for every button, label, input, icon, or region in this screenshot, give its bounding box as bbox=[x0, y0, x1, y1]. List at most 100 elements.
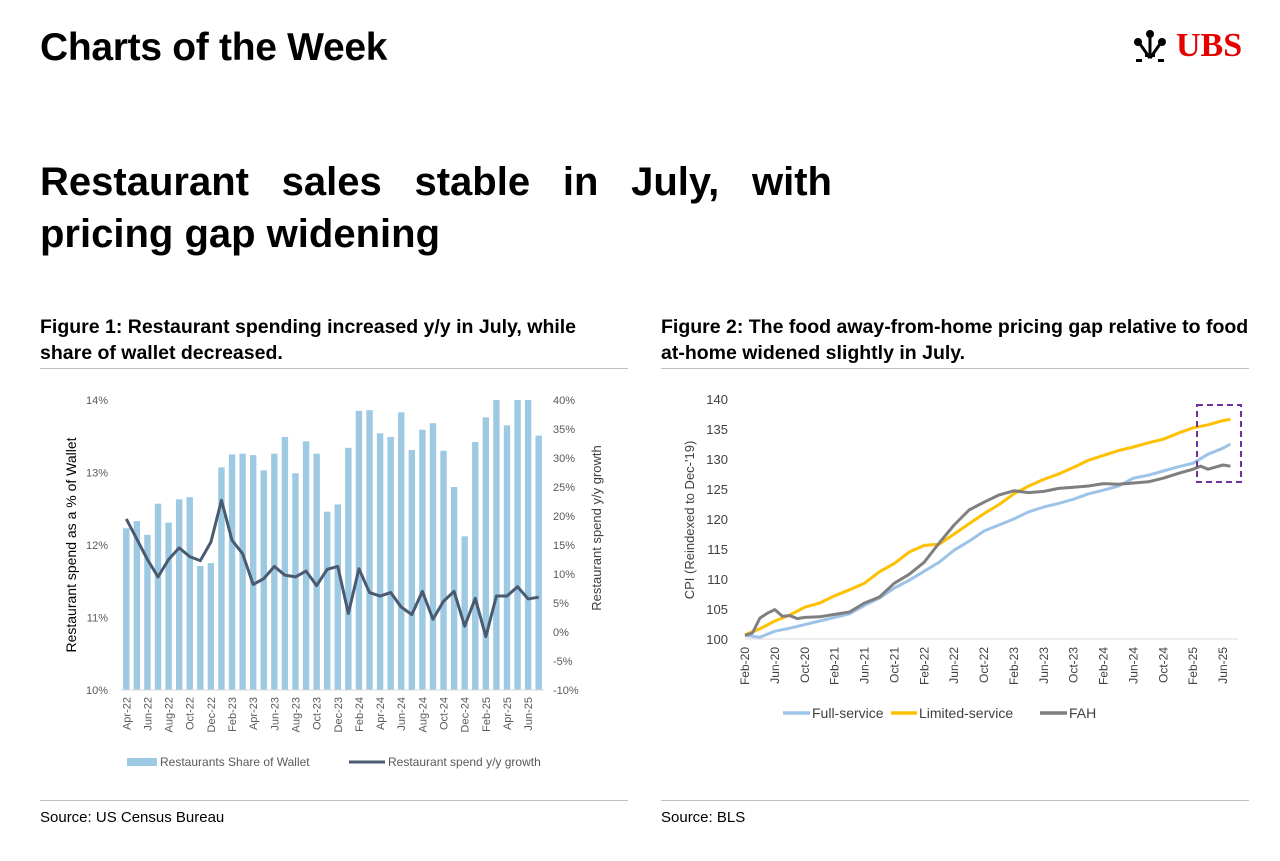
bar-May-24 bbox=[387, 436, 394, 690]
line-full-service bbox=[744, 442, 1232, 639]
figure1-source: Source: US Census Bureau bbox=[40, 809, 225, 826]
y-tick-label: 110 bbox=[707, 572, 728, 587]
legend-label: FAH bbox=[1069, 705, 1096, 721]
x-tick-label: Jun-22 bbox=[947, 647, 961, 684]
y-axis-title: CPI (Reindexed to Dec-'19) bbox=[682, 441, 697, 600]
x-tick-label: Aug-24 bbox=[417, 697, 429, 732]
bar-Apr-25 bbox=[503, 425, 511, 690]
bar-Feb-25 bbox=[482, 417, 490, 690]
headline: Restaurant sales stable in July, with pr… bbox=[40, 160, 832, 256]
x-tick-label: Dec-24 bbox=[460, 697, 472, 732]
x-tick-label: Oct-23 bbox=[312, 697, 324, 730]
x-tick-label: Oct-22 bbox=[977, 647, 991, 683]
y-tick-label: 14% bbox=[86, 395, 108, 407]
y2-tick-label: -10% bbox=[553, 685, 579, 697]
x-tick-label: Aug-22 bbox=[164, 697, 176, 732]
bar-Jun-22 bbox=[144, 534, 151, 690]
x-tick-label: Aug-23 bbox=[290, 697, 302, 732]
bar-Apr-22 bbox=[123, 528, 130, 690]
figure1-title: Figure 1: Restaurant spending increased … bbox=[40, 316, 577, 364]
y2-tick-label: 25% bbox=[553, 482, 575, 494]
x-tick-label: Feb-25 bbox=[1186, 647, 1200, 685]
divider bbox=[40, 800, 628, 801]
ubs-logo: UBS bbox=[1130, 26, 1242, 66]
bar-Nov-22 bbox=[197, 566, 204, 690]
y-tick-label: 105 bbox=[706, 602, 728, 617]
line-limited-service bbox=[744, 417, 1231, 637]
x-tick-label: Feb-24 bbox=[1097, 647, 1111, 685]
y2-tick-label: -5% bbox=[553, 656, 573, 668]
x-tick-label: Jun-20 bbox=[768, 647, 782, 684]
y-tick-label: 135 bbox=[706, 422, 728, 437]
bar-Aug-23 bbox=[292, 473, 299, 690]
bar-Jul-22 bbox=[154, 503, 162, 690]
bar-Apr-23 bbox=[249, 455, 257, 690]
y-tick-label: 125 bbox=[706, 482, 728, 497]
bar-Jul-24 bbox=[408, 450, 416, 690]
x-tick-label: Feb-23 bbox=[227, 697, 239, 732]
bar-Aug-22 bbox=[165, 522, 172, 690]
divider bbox=[661, 368, 1249, 369]
bar-Aug-24 bbox=[419, 429, 426, 690]
x-tick-label: Feb-22 bbox=[917, 647, 931, 685]
bar-May-22 bbox=[133, 521, 141, 690]
logo-text: UBS bbox=[1176, 27, 1243, 64]
growth-line bbox=[124, 498, 539, 639]
y-tick-label: 140 bbox=[706, 392, 728, 407]
bar-Nov-23 bbox=[324, 511, 331, 690]
bar-Jul-25 bbox=[535, 435, 542, 690]
y2-tick-label: 0% bbox=[553, 627, 569, 639]
x-tick-label: Jun-24 bbox=[396, 697, 408, 731]
bar-Oct-22 bbox=[186, 497, 193, 690]
x-tick-label: Oct-22 bbox=[185, 697, 197, 730]
legend-label: Restaurants Share of Wallet bbox=[160, 755, 310, 769]
bar-Jan-23 bbox=[218, 467, 225, 690]
x-tick-label: Jun-23 bbox=[1037, 647, 1051, 684]
divider bbox=[40, 368, 628, 369]
figure2-chart: 100 105 110 115 120 125 130 135 140 Feb-20 Jun-20 O… bbox=[682, 392, 1242, 721]
y-axis-title: Restaurant spend as a % of Wallet bbox=[63, 437, 79, 652]
y2-tick-label: 10% bbox=[553, 569, 575, 581]
legend-label: Restaurant spend y/y growth bbox=[388, 755, 541, 769]
y-tick-label: 130 bbox=[706, 452, 728, 467]
x-tick-label: Apr-22 bbox=[121, 697, 133, 730]
x-tick-label: Jun-24 bbox=[1126, 647, 1140, 684]
three-keys-icon bbox=[1134, 30, 1166, 62]
x-tick-label: Jun-23 bbox=[269, 697, 281, 731]
x-tick-label: Oct-23 bbox=[1067, 647, 1081, 683]
bar-Mar-23 bbox=[239, 453, 246, 690]
figure1-chart: 10% 11% 12% 13% 14% -10% -5% 0% 5% 10% 15% 20% 25% 30… bbox=[63, 395, 604, 769]
x-tick-label: Jun-22 bbox=[142, 697, 154, 731]
figure2-source: Source: BLS bbox=[661, 809, 746, 826]
bar-Nov-24 bbox=[450, 487, 458, 690]
x-tick-label: Jun-25 bbox=[523, 697, 535, 731]
x-tick-label: Oct-24 bbox=[439, 697, 451, 730]
bar-Jun-25 bbox=[524, 400, 532, 690]
bar-Feb-24 bbox=[355, 410, 363, 690]
y2-tick-label: 35% bbox=[553, 424, 575, 436]
legend-label: Full-service bbox=[812, 705, 884, 721]
bar-Sep-24 bbox=[429, 423, 437, 690]
y2-axis-title: Restaurant spend y/y growth bbox=[589, 445, 604, 610]
bar-Jan-24 bbox=[345, 447, 352, 690]
bar-May-25 bbox=[514, 400, 521, 690]
bar-Dec-23 bbox=[334, 504, 341, 690]
x-tick-label: Oct-20 bbox=[798, 647, 812, 683]
x-tick-label: Oct-24 bbox=[1156, 647, 1170, 683]
x-tick-label: Feb-21 bbox=[828, 647, 842, 685]
x-tick-label: Feb-24 bbox=[354, 697, 366, 732]
bar-Oct-23 bbox=[313, 453, 320, 690]
bar-Dec-24 bbox=[461, 536, 468, 690]
x-tick-label: Feb-25 bbox=[481, 697, 493, 732]
x-tick-label: Apr-23 bbox=[248, 697, 260, 730]
bar-Dec-22 bbox=[207, 563, 215, 690]
bar-Mar-24 bbox=[366, 410, 373, 690]
y-tick-label: 120 bbox=[706, 512, 728, 527]
y2-tick-label: 5% bbox=[553, 598, 569, 610]
line-fah bbox=[744, 463, 1231, 637]
y-tick-label: 13% bbox=[86, 468, 108, 480]
figure2-title: Figure 2: The food away-from-home pricin… bbox=[661, 316, 1249, 364]
x-tick-label: Jun-25 bbox=[1216, 647, 1230, 684]
bar-Jun-24 bbox=[398, 412, 405, 690]
